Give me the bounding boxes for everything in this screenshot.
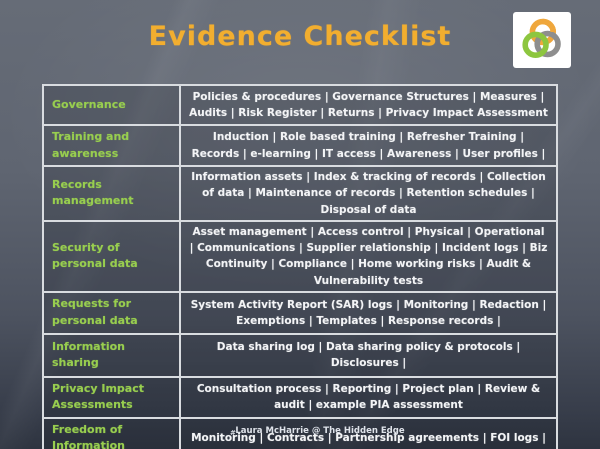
table-row: Privacy Impact Assessments Consultation …	[42, 375, 558, 419]
evidence-cell: Asset management | Access control | Phys…	[179, 219, 558, 293]
evidence-cell: Monitoring | Contracts | Partnership agr…	[179, 416, 558, 449]
three-interlocking-rings-logo	[513, 12, 571, 68]
table-row: Information sharing Data sharing log | D…	[42, 332, 558, 378]
rings-icon	[522, 18, 561, 58]
category-cell: Freedom of Information Requests	[42, 416, 181, 449]
category-cell: Records management	[42, 165, 181, 222]
table-row: Training and awareness Induction | Role …	[42, 124, 558, 167]
evidence-cell: Consultation process | Reporting | Proje…	[179, 375, 558, 419]
evidence-cell: System Activity Report (SAR) logs | Moni…	[179, 290, 558, 335]
evidence-cell: Information assets | Index & tracking of…	[179, 165, 558, 222]
category-cell: Requests for personal data	[42, 290, 181, 335]
evidence-cell: Induction | Role based training | Refres…	[179, 124, 558, 167]
evidence-cell: Policies & procedures | Governance Struc…	[179, 84, 558, 126]
evidence-cell: Data sharing log | Data sharing policy &…	[179, 332, 558, 378]
category-cell: Training and awareness	[42, 124, 181, 167]
table-row: Requests for personal data System Activi…	[42, 290, 558, 335]
table-row: Security of personal data Asset manageme…	[42, 219, 558, 293]
category-cell: Information sharing	[42, 332, 181, 378]
category-cell: Security of personal data	[42, 219, 181, 293]
table-row: Records management Information assets | …	[42, 165, 558, 222]
page-number-marker: #	[230, 429, 236, 437]
category-cell: Governance	[42, 84, 181, 126]
evidence-checklist-table: Governance Policies & procedures | Gover…	[42, 84, 558, 449]
page-title: Evidence Checklist	[148, 21, 452, 52]
table-row: Governance Policies & procedures | Gover…	[42, 84, 558, 126]
table-row: Freedom of Information Requests Monitori…	[42, 416, 558, 449]
category-cell: Privacy Impact Assessments	[42, 375, 181, 419]
footer-credit: Laura McHarrie @ The Hidden Edge	[235, 426, 405, 436]
